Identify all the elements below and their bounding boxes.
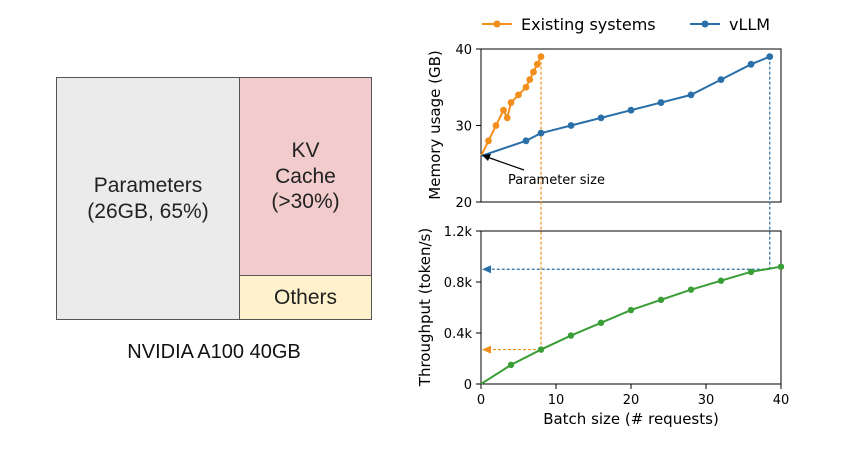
kv-cache-label: KV Cache (>30%)	[271, 139, 340, 214]
others-block: Others	[239, 275, 372, 320]
kv-cache-block: KV Cache (>30%)	[239, 77, 372, 276]
parameter-size-arrowhead	[482, 154, 491, 161]
vllm-memory-point	[537, 129, 545, 137]
parameter-size-annotation: Parameter size	[482, 154, 605, 188]
existing-memory-point	[530, 68, 537, 76]
existing-memory-point	[537, 53, 545, 61]
parameters-block: Parameters (26GB, 65%)	[56, 77, 240, 320]
throughput-ytick-label: 0	[464, 378, 472, 393]
throughput-point	[687, 286, 695, 293]
throughput-xtick-label: 10	[548, 393, 565, 408]
memory-ylabel: Memory usage (GB)	[426, 50, 444, 199]
gpu-caption: NVIDIA A100 40GB	[127, 341, 301, 363]
existing-memory-point	[526, 76, 534, 83]
legend-vllm-marker	[701, 20, 709, 28]
throughput-point	[567, 332, 575, 339]
throughput-xtick-label: 0	[477, 393, 485, 408]
existing-memory-point	[515, 91, 522, 99]
legend-vllm-label: vLLM	[729, 15, 770, 34]
memory-series	[480, 53, 774, 158]
throughput-point	[657, 296, 665, 304]
vllm-memory-point	[597, 114, 605, 122]
throughput-yaxis: 0 0.4k 0.8k 1.2k	[444, 225, 481, 393]
vllm-memory-point	[567, 122, 575, 129]
memory-ytick-label: 20	[455, 196, 472, 211]
vllm-memory-point	[657, 99, 665, 106]
guide-lines	[482, 56, 771, 354]
memory-ytick-label: 40	[455, 43, 472, 58]
vllm-memory-point	[627, 106, 635, 114]
throughput-ytick-label: 0.8k	[444, 276, 473, 291]
throughput-point	[507, 361, 515, 369]
existing-memory-point	[522, 83, 530, 91]
throughput-xlabel: Batch size (# requests)	[543, 410, 719, 428]
throughput-point	[717, 277, 725, 284]
parameters-label: Parameters (26GB, 65%)	[87, 173, 209, 223]
throughput-xaxis: 0 10 20 30 40	[477, 384, 789, 408]
legend-existing-label: Existing systems	[521, 15, 656, 34]
throughput-xtick-label: 20	[623, 393, 640, 408]
throughput-ylabel: Throughput (token/s)	[416, 228, 434, 387]
vllm-memory-point	[766, 53, 774, 61]
legend: Existing systems vLLM	[482, 15, 770, 34]
vllm-throughput-arrowhead	[482, 265, 491, 274]
existing-throughput-arrowhead	[482, 345, 491, 354]
memory-ytick-label: 30	[455, 120, 472, 135]
throughput-ytick-label: 1.2k	[444, 225, 473, 240]
throughput-xtick-label: 30	[698, 393, 715, 408]
throughput-point	[747, 268, 755, 275]
existing-memory-point	[507, 99, 515, 106]
existing-memory-point	[533, 60, 541, 68]
legend-existing-marker	[493, 20, 501, 28]
existing-memory-point	[500, 106, 507, 114]
vllm-memory-point	[747, 60, 755, 68]
parameter-size-label: Parameter size	[508, 173, 605, 188]
vllm-memory-point	[717, 76, 725, 83]
others-label: Others	[273, 285, 338, 309]
throughput-point	[537, 346, 545, 353]
vllm-memory-point	[687, 91, 695, 99]
parameter-size-arrow	[486, 156, 525, 171]
existing-memory-point	[503, 114, 511, 122]
throughput-xtick-label: 40	[773, 393, 790, 408]
vllm-memory-point	[522, 137, 530, 145]
throughput-point	[627, 306, 635, 314]
existing-memory-point	[485, 137, 492, 145]
throughput-series	[480, 263, 785, 385]
existing-memory-point	[492, 122, 500, 129]
throughput-point	[597, 319, 605, 326]
throughput-line	[480, 265, 782, 385]
throughput-ytick-label: 0.4k	[444, 327, 473, 342]
throughput-point	[777, 263, 785, 270]
memory-yaxis: 20 30 40	[455, 43, 481, 211]
